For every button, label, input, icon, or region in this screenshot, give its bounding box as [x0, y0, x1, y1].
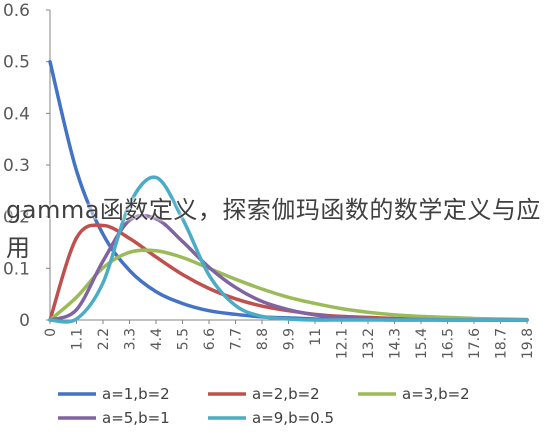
legend-label: a=3,b=2	[402, 385, 470, 403]
x-tick-label: 3.3	[123, 328, 139, 350]
legend-item: a=3,b=2	[358, 385, 470, 403]
series-line-3	[48, 248, 529, 322]
y-tick-label: 0.5	[3, 53, 30, 73]
x-tick-label: 17.6	[467, 328, 483, 359]
series-line-5	[48, 175, 529, 324]
x-tick-label: 7.7	[229, 328, 245, 350]
x-tick-label: 6.6	[202, 328, 218, 350]
legend: a=1,b=2 a=2,b=2 a=3,b=2 a=5,b=1 a=9,b=0.5	[58, 385, 470, 427]
x-tick-label: 15.4	[414, 328, 430, 359]
y-tick-label: 0.3	[3, 156, 30, 176]
y-tick-label: 0.1	[3, 259, 30, 279]
y-tick-label: 0.4	[3, 104, 30, 124]
x-tick-label: 4.4	[149, 328, 165, 350]
x-tick-label: 13.2	[361, 328, 377, 359]
legend-label: a=9,b=0.5	[252, 409, 334, 427]
legend-item: a=1,b=2	[58, 385, 170, 403]
y-tick-label: 0.2	[3, 208, 30, 228]
x-tick-label: 0	[43, 328, 59, 337]
x-tick-label: 18.7	[494, 328, 510, 359]
x-tick-label: 14.3	[388, 328, 404, 359]
legend-label: a=2,b=2	[252, 385, 320, 403]
series-lines	[48, 59, 529, 324]
x-tick-label: 12.1	[335, 328, 351, 359]
x-tick-label: 2.2	[96, 328, 112, 350]
y-tick-label: 0	[19, 311, 30, 331]
x-tick-label: 5.5	[176, 328, 192, 350]
y-tick-label: 0.6	[3, 1, 30, 21]
x-tick-labels: 0 1.1 2.2 3.3 4.4 5.5 6.6 7.7 8.8 9.9 11 12.1 13.2 14…	[43, 320, 536, 359]
x-tick-label: 16.5	[441, 328, 457, 359]
axes	[49, 10, 527, 321]
legend-item: a=9,b=0.5	[208, 409, 334, 427]
x-tick-label: 1.1	[70, 328, 86, 350]
y-tick-labels: 0 0.1 0.2 0.3 0.4 0.5 0.6	[3, 1, 50, 331]
legend-label: a=1,b=2	[102, 385, 170, 403]
x-tick-label: 9.9	[282, 328, 298, 350]
legend-item: a=5,b=1	[58, 409, 170, 427]
x-tick-label: 8.8	[255, 328, 271, 350]
x-tick-label: 19.8	[520, 328, 536, 359]
legend-label: a=5,b=1	[102, 409, 170, 427]
x-tick-label: 11	[308, 328, 324, 346]
overlay-title: gamma函数定义，探索伽玛函数的数学定义与应用	[6, 196, 541, 262]
legend-item: a=2,b=2	[208, 385, 320, 403]
